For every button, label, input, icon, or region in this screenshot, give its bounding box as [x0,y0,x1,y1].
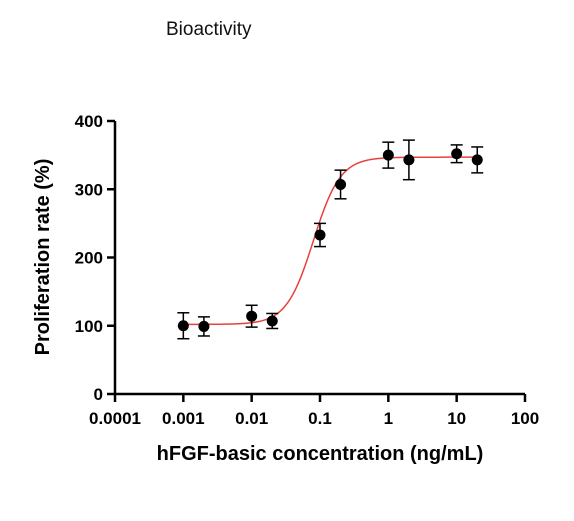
x-tick-label: 10 [447,409,466,428]
data-point [335,178,347,190]
x-tick-label: 1 [384,409,393,428]
x-axis-title: hFGF-basic concentration (ng/mL) [157,443,484,465]
data-point [403,154,415,166]
data-point [266,315,278,327]
x-tick-label: 0.001 [162,409,205,428]
x-tick-label: 100 [511,409,539,428]
axes-group [107,119,527,402]
data-point [382,149,394,161]
data-point [451,148,463,160]
fit-curve [183,156,478,326]
data-point [198,320,210,332]
page-title: Bioactivity [166,19,252,40]
data-point [471,154,483,166]
y-tick-label: 100 [75,317,103,336]
y-tick-label: 200 [75,249,103,268]
data-point [177,320,189,332]
y-tick-label: 300 [75,180,103,199]
data-points-group [177,139,484,340]
data-point [246,310,258,322]
y-tick-label: 400 [75,112,103,131]
y-tick-label: 0 [94,385,103,404]
labels-group: 0 100 200 300 400 0.0001 0.001 0.01 0.1 1 10 100 [75,112,540,428]
x-tick-label: 0.1 [308,409,332,428]
x-tick-label: 0.0001 [89,409,141,428]
data-point [314,229,326,241]
x-tick-label: 0.01 [235,409,268,428]
fit-curve-group [183,156,478,326]
y-axis-title: Proliferation rate (%) [32,159,54,356]
